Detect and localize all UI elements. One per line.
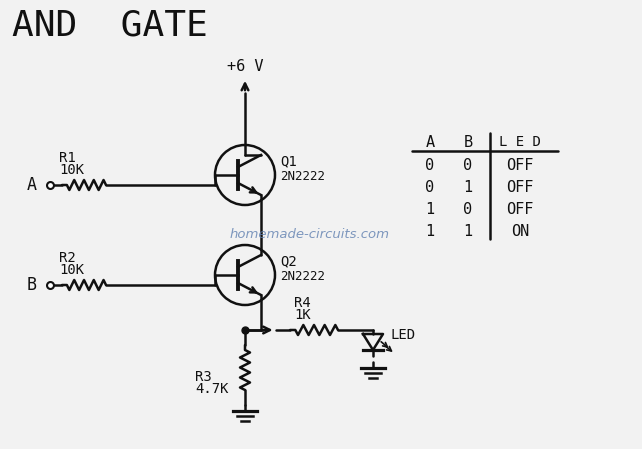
Text: A: A <box>27 176 37 194</box>
Text: OFF: OFF <box>507 158 534 173</box>
Text: B: B <box>27 276 37 294</box>
Text: A: A <box>426 135 435 150</box>
Text: R1: R1 <box>59 151 76 165</box>
Text: L E D: L E D <box>499 135 541 149</box>
Text: AND  GATE: AND GATE <box>12 8 208 42</box>
Text: R3: R3 <box>195 370 212 384</box>
Text: 1K: 1K <box>294 308 311 322</box>
Text: homemade-circuits.com: homemade-circuits.com <box>230 229 390 242</box>
Text: 2N2222: 2N2222 <box>280 270 325 283</box>
Text: Q1: Q1 <box>280 154 297 168</box>
Text: 10K: 10K <box>59 163 84 177</box>
Text: OFF: OFF <box>507 202 534 217</box>
Text: ON: ON <box>511 224 529 239</box>
Text: 1: 1 <box>426 202 435 217</box>
Text: 2N2222: 2N2222 <box>280 171 325 184</box>
Text: 0: 0 <box>464 158 473 173</box>
Text: 1: 1 <box>464 224 473 239</box>
Text: LED: LED <box>391 328 416 342</box>
Text: +6 V: +6 V <box>227 59 263 74</box>
Text: 10K: 10K <box>59 263 84 277</box>
Text: R2: R2 <box>59 251 76 265</box>
Text: Q2: Q2 <box>280 254 297 268</box>
Text: 0: 0 <box>426 180 435 195</box>
Text: R4: R4 <box>294 296 311 310</box>
Text: 0: 0 <box>426 158 435 173</box>
Text: B: B <box>464 135 473 150</box>
Text: 0: 0 <box>464 202 473 217</box>
Text: OFF: OFF <box>507 180 534 195</box>
Text: 1: 1 <box>464 180 473 195</box>
Text: 1: 1 <box>426 224 435 239</box>
Text: 4.7K: 4.7K <box>195 382 229 396</box>
